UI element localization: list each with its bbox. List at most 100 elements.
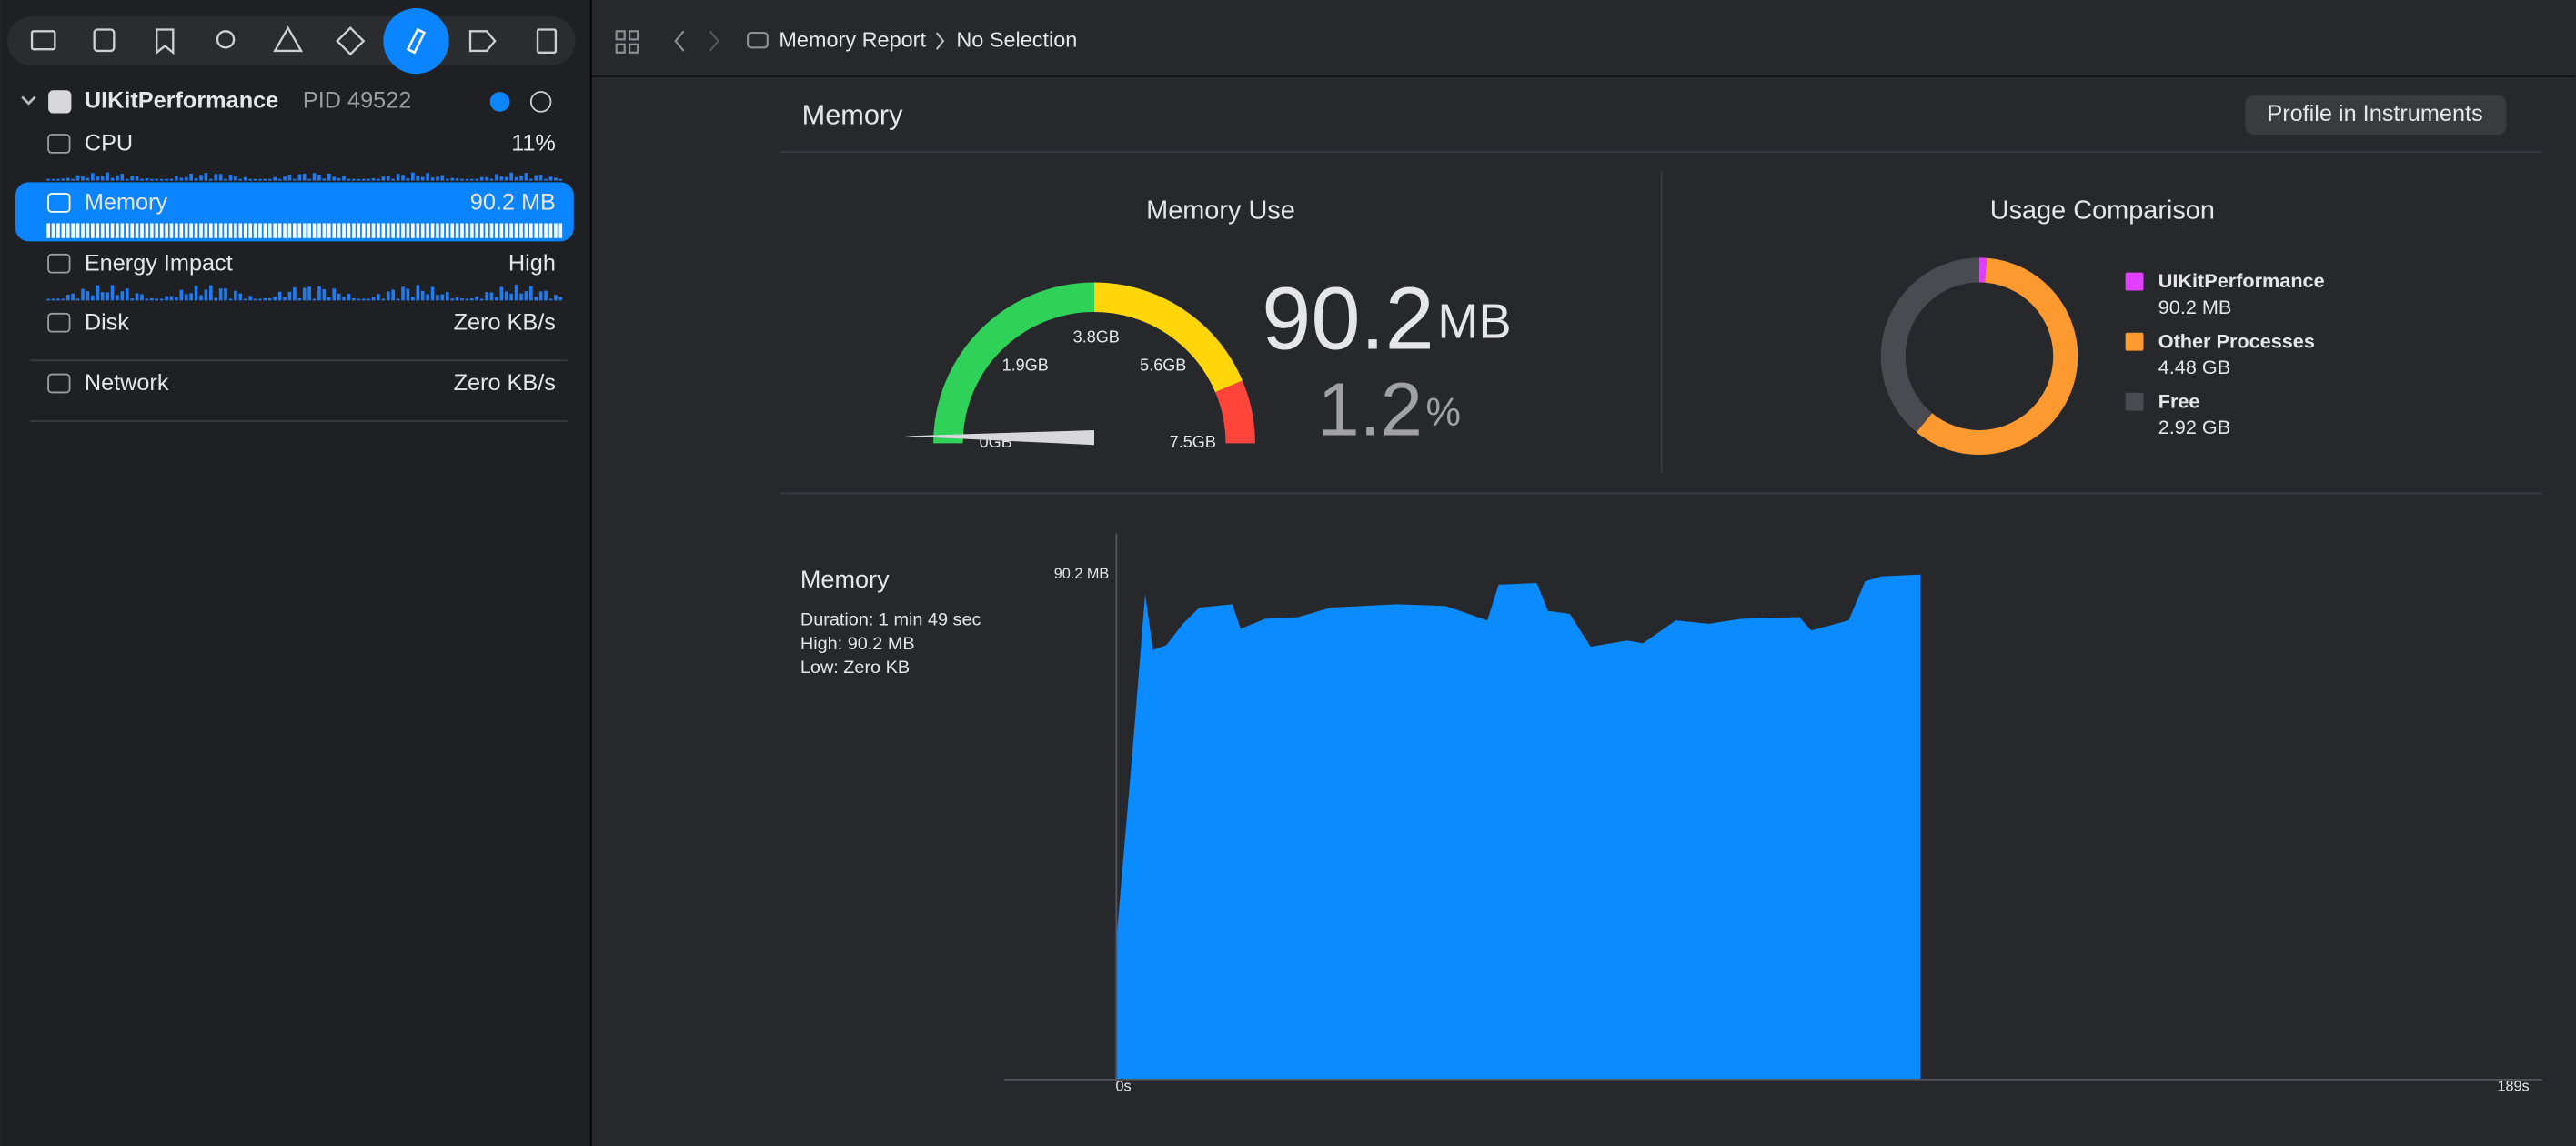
sparkline-bar — [548, 298, 553, 301]
sparkline-bar — [110, 177, 115, 181]
sparkline-bar — [263, 297, 267, 301]
sparkline-bar — [258, 178, 262, 181]
sparkline-bar — [426, 294, 429, 301]
sparkline-bar — [224, 178, 227, 181]
info-button[interactable] — [489, 92, 510, 112]
sparkline-bar — [455, 178, 459, 181]
sparkline-bar — [367, 298, 370, 301]
sparkline-bar — [150, 297, 154, 301]
tab-tests[interactable] — [336, 26, 366, 56]
profile-button-label[interactable]: Profile in Instruments — [2267, 101, 2482, 126]
sparkline-bar — [470, 223, 474, 238]
sparkline-bar — [475, 296, 479, 301]
report-title: Memory — [802, 98, 903, 130]
breadcrumb[interactable]: No Selection — [956, 27, 1077, 51]
reading-unit: MB — [1437, 295, 1511, 349]
grid-icon[interactable] — [615, 30, 626, 41]
sparkline-bar — [406, 178, 410, 181]
sparkline-bar — [214, 174, 218, 181]
legend-swatch — [2125, 272, 2144, 291]
legend-name: Free — [2158, 389, 2200, 412]
sparkline-bar — [179, 289, 184, 301]
tab-files[interactable] — [30, 30, 56, 51]
gauge-name: Network — [85, 370, 169, 396]
sparkline-bar — [140, 223, 144, 238]
sparkline-bar — [179, 177, 184, 181]
sparkline-bar — [165, 296, 168, 301]
sparkline-bar — [169, 223, 174, 238]
forward-button[interactable] — [709, 30, 720, 52]
pause-button[interactable] — [529, 91, 552, 113]
sparkline-bar — [347, 223, 351, 238]
sparkline-bar — [214, 223, 218, 238]
tab-find[interactable] — [216, 30, 236, 49]
y-tick-label: 90.2 MB — [1054, 566, 1109, 582]
sparkline-bar — [548, 176, 553, 181]
sparkline-bar — [470, 297, 474, 301]
sparkline-bar — [332, 176, 337, 181]
editor-controls — [615, 30, 945, 54]
tab-bookmarks[interactable] — [156, 28, 175, 55]
sparkline-bar — [529, 223, 533, 238]
sparkline-bar — [509, 223, 513, 238]
sparkline-bar — [327, 223, 331, 238]
sparkline-bar — [56, 223, 60, 238]
sparkline-bar — [130, 298, 134, 301]
sparkline-bar — [106, 223, 109, 238]
sparkline-bar — [544, 290, 548, 301]
tab-issues[interactable] — [273, 25, 304, 53]
sparkline-bar — [406, 288, 410, 301]
sparkline-bar — [371, 178, 376, 181]
sparkline-bar — [479, 298, 484, 301]
sparkline-bar — [218, 288, 223, 301]
tab-reports[interactable] — [536, 28, 558, 54]
sparkline-bar — [179, 223, 184, 238]
disclosure[interactable] — [21, 96, 36, 106]
tab-debug-selected[interactable] — [383, 8, 449, 75]
breadcrumb[interactable]: Memory Report — [779, 27, 926, 51]
sparkline-bar — [273, 223, 277, 238]
sparkline-bar — [401, 286, 405, 301]
sparkline-bar — [509, 172, 513, 181]
sparkline-bar — [263, 223, 267, 238]
gauge-tick-label: 7.5GB — [1170, 433, 1216, 451]
sparkline-bar — [125, 288, 129, 301]
profile-button[interactable] — [2245, 95, 2507, 136]
row-icon — [47, 193, 71, 213]
sparkline-bar — [175, 223, 178, 238]
sparkline-bar — [214, 297, 218, 301]
back-button[interactable] — [674, 30, 685, 52]
sparkline-bar — [322, 178, 327, 181]
tab-breakpoints[interactable] — [468, 30, 497, 53]
sparkline-bar — [440, 294, 445, 301]
sparkline-bar — [106, 172, 109, 181]
sparkline-bar — [499, 223, 504, 238]
sparkline-bar — [371, 297, 376, 301]
legend-swatch — [2125, 332, 2144, 351]
sparkline-bar — [194, 286, 198, 301]
sparkline-bar — [391, 289, 395, 301]
pie-slice — [1916, 257, 2078, 456]
sparkline-bar — [460, 223, 464, 238]
sparkline-bar — [519, 223, 523, 238]
sparkline-bar — [312, 173, 317, 181]
sparkline-bar — [267, 223, 272, 238]
sparkline-bar — [273, 297, 277, 301]
sparkline-bar — [61, 178, 65, 181]
tab-source-control[interactable] — [93, 28, 116, 53]
sparkline-bar — [189, 293, 193, 301]
sparkline-bar — [46, 223, 50, 238]
sparkline-bar — [243, 176, 247, 181]
sparkline-bar — [199, 223, 203, 238]
sparkline-bar — [420, 223, 425, 238]
sparkline-bar — [273, 176, 277, 181]
sparkline-bar — [277, 291, 282, 301]
sparkline-bar — [460, 298, 464, 301]
sparkline-bar — [524, 223, 528, 238]
sparkline-bar — [381, 298, 386, 301]
sparkline-bar — [465, 298, 469, 301]
process-pid: PID 49522 — [303, 88, 411, 114]
sparkline-bar — [248, 223, 252, 238]
sparkline-bar — [253, 178, 257, 181]
sparkline-bar — [125, 223, 129, 238]
